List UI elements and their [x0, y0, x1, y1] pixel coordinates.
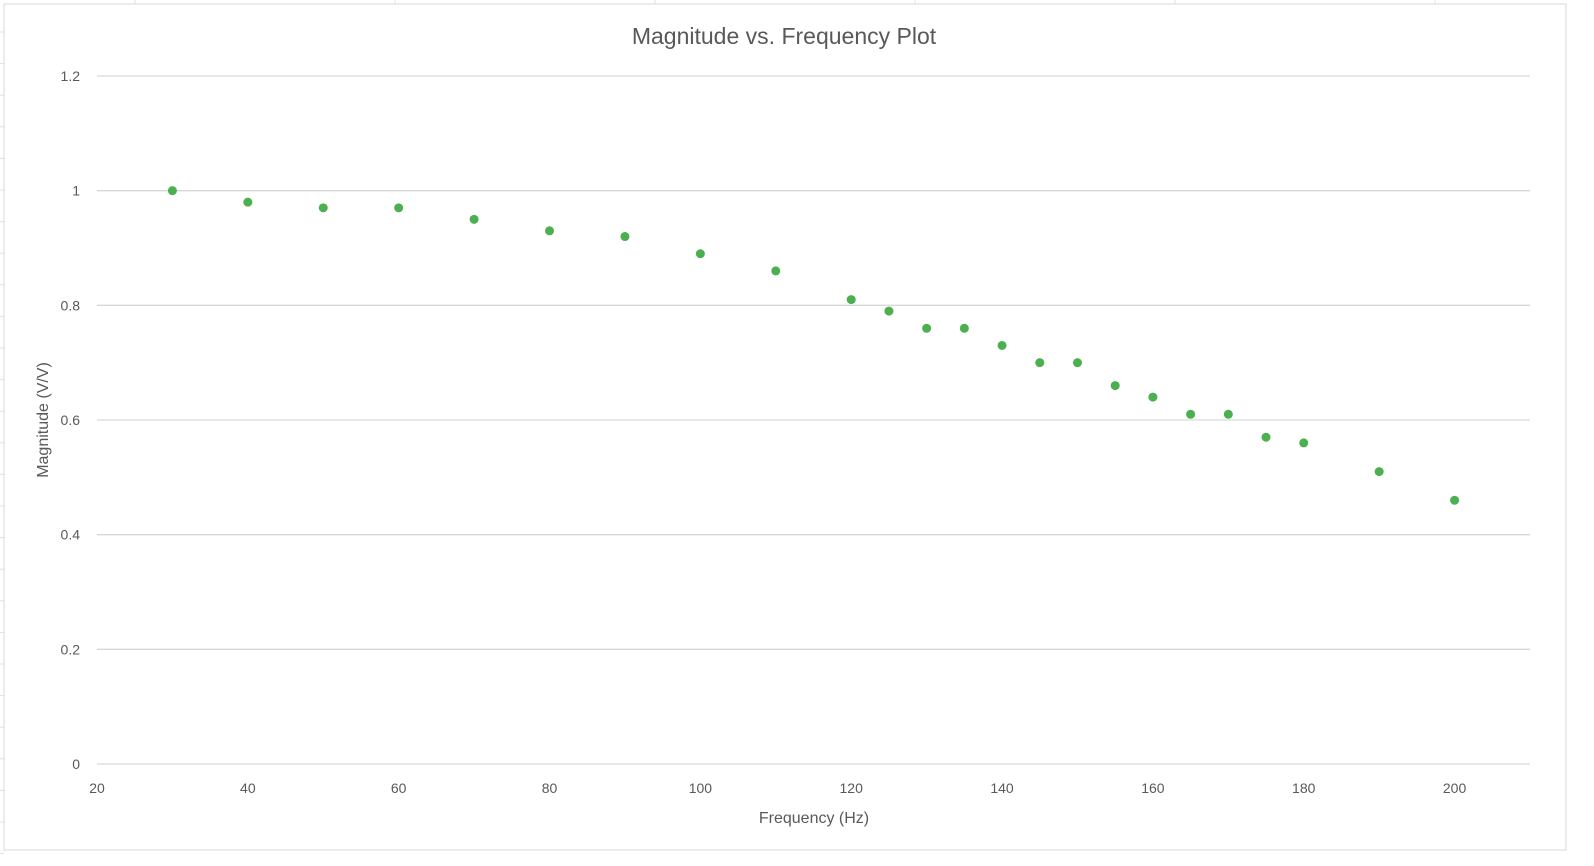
data-point: [1261, 432, 1271, 442]
x-tick-label: 60: [391, 780, 407, 796]
data-point: [771, 266, 781, 276]
x-axis-ticks: 20 40 60 80 100 120 140 160 180 200: [89, 780, 1466, 796]
x-axis-label: Frequency (Hz): [759, 810, 869, 827]
data-point: [922, 323, 932, 333]
data-point: [959, 323, 969, 333]
y-axis-label: Magnitude (V/V): [35, 362, 52, 478]
y-tick-label: 0: [72, 756, 80, 772]
data-point: [318, 203, 328, 213]
x-tick-label: 160: [1141, 780, 1165, 796]
data-point: [1186, 409, 1196, 419]
data-point: [1374, 467, 1384, 477]
data-point: [1450, 495, 1460, 505]
x-tick-label: 80: [542, 780, 558, 796]
data-point: [167, 186, 177, 196]
y-axis-ticks: 0 0.2 0.4 0.6 0.8 1 1.2: [61, 68, 81, 772]
y-tick-label: 1.2: [61, 68, 81, 84]
chart-title: Magnitude vs. Frequency Plot: [632, 23, 937, 49]
x-tick-label: 40: [240, 780, 256, 796]
y-tick-label: 0.2: [61, 641, 81, 657]
data-point: [846, 295, 856, 305]
data-point: [1148, 392, 1158, 402]
spreadsheet-background: [0, 0, 1436, 855]
gridlines: [97, 75, 1530, 765]
data-point: [1223, 409, 1233, 419]
data-point: [545, 226, 555, 236]
data-series: [167, 186, 1460, 505]
data-point: [1110, 381, 1120, 391]
y-tick-label: 0.8: [61, 297, 81, 313]
x-tick-label: 140: [990, 780, 1014, 796]
data-point: [469, 214, 479, 224]
data-point: [394, 203, 404, 213]
y-tick-label: 1: [72, 183, 80, 199]
x-tick-label: 180: [1292, 780, 1316, 796]
data-point: [1035, 358, 1045, 368]
data-point: [243, 197, 253, 207]
y-tick-label: 0.4: [61, 527, 81, 543]
x-tick-label: 100: [689, 780, 713, 796]
data-point: [1072, 358, 1082, 368]
data-point: [1299, 438, 1309, 448]
chart-area[interactable]: [3, 3, 1567, 851]
data-point: [997, 340, 1007, 350]
data-point: [884, 306, 894, 316]
data-point: [620, 232, 630, 242]
y-tick-label: 0.6: [61, 412, 81, 428]
x-tick-label: 20: [89, 780, 105, 796]
x-tick-label: 200: [1443, 780, 1467, 796]
data-point: [695, 249, 705, 259]
x-tick-label: 120: [840, 780, 864, 796]
